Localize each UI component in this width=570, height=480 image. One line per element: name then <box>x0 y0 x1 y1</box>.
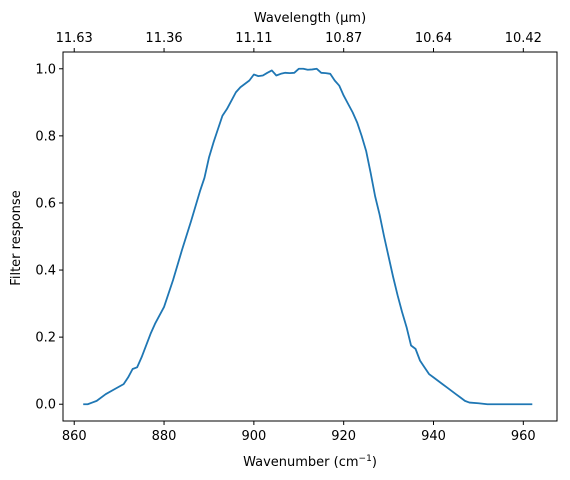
x-axis-label: Wavenumber (cm−1) <box>243 454 377 470</box>
y-tick-label: 0.8 <box>35 129 56 144</box>
top-x-tick-label: 11.63 <box>56 31 93 46</box>
y-tick-label: 0.4 <box>35 264 56 279</box>
x-tick-label: 960 <box>511 429 536 444</box>
top-x-axis-label: Wavelength (μm) <box>254 11 366 26</box>
top-x-tick-label: 11.11 <box>235 31 272 46</box>
filter-response-line <box>83 67 533 406</box>
y-axis-label: Filter response <box>9 190 24 285</box>
x-tick-label: 860 <box>62 429 87 444</box>
y-tick-label: 0.0 <box>35 398 56 413</box>
y-tick-label: 1.0 <box>35 62 56 77</box>
x-tick-label: 900 <box>241 429 266 444</box>
y-tick-label: 0.6 <box>35 196 56 211</box>
top-x-tick-label: 10.64 <box>415 31 452 46</box>
plot-frame <box>62 51 558 422</box>
x-tick-label: 920 <box>331 429 356 444</box>
x-tick-label: 880 <box>152 429 177 444</box>
y-tick-label: 0.2 <box>35 331 56 346</box>
top-x-tick-label: 10.87 <box>325 31 362 46</box>
top-x-tick-label: 11.36 <box>145 31 182 46</box>
top-x-tick-label: 10.42 <box>505 31 542 46</box>
tick-group: 860 880 900 920 940 960 11.63 11.36 11.11 10.87 10… <box>35 31 542 444</box>
x-tick-label: 940 <box>421 429 446 444</box>
